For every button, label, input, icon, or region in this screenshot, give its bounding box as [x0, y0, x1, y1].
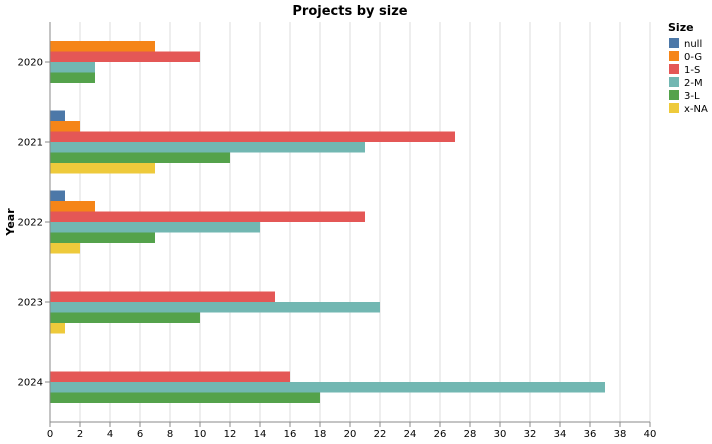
- y-tick-label: 2021: [18, 138, 43, 149]
- x-tick-label: 28: [464, 429, 477, 440]
- x-tick-label: 40: [644, 429, 657, 440]
- bar-1-S-2024: [50, 371, 290, 382]
- legend: Size null 0-G 1-S 2-M 3-L x-NA: [668, 21, 708, 115]
- bar-2-M-2022: [50, 222, 260, 233]
- grid-lines: [49, 22, 651, 422]
- legend-label-null: null: [684, 39, 702, 50]
- bar-1-S-2022: [50, 211, 365, 222]
- bar-x-NA-2022: [50, 243, 80, 254]
- chart-title: Projects by size: [292, 4, 407, 19]
- legend-label-0-G: 0-G: [684, 52, 702, 63]
- x-tick-label: 8: [167, 429, 173, 440]
- x-tick-label: 22: [374, 429, 387, 440]
- legend-swatch-3-L: [669, 90, 679, 100]
- x-tick-label: 24: [404, 429, 417, 440]
- x-tick-label: 2: [77, 429, 83, 440]
- y-tick-label: 2023: [18, 298, 43, 309]
- bar-x-NA-2021: [50, 163, 155, 174]
- legend-label-x-NA: x-NA: [684, 104, 708, 115]
- x-tick-label: 14: [254, 429, 267, 440]
- x-tick-label: 6: [137, 429, 143, 440]
- bar-3-L-2022: [50, 232, 155, 243]
- legend-swatch-2-M: [669, 77, 679, 87]
- legend-label-2-M: 2-M: [684, 78, 703, 89]
- bar-2-M-2021: [50, 142, 365, 153]
- x-tick-label: 32: [524, 429, 537, 440]
- bars: [50, 41, 605, 403]
- y-tick-label: 2020: [18, 58, 43, 69]
- bar-null-2021: [50, 110, 65, 121]
- bar-x-NA-2023: [50, 323, 65, 334]
- y-axis-title: Year: [4, 208, 17, 237]
- x-tick-label: 12: [224, 429, 237, 440]
- legend-swatch-0-G: [669, 51, 679, 61]
- y-tick-label: 2024: [18, 378, 43, 389]
- x-tick-label: 10: [194, 429, 207, 440]
- x-tick-label: 36: [584, 429, 597, 440]
- bar-3-L-2024: [50, 392, 320, 403]
- bar-0-G-2022: [50, 201, 95, 212]
- bar-0-G-2020: [50, 41, 155, 52]
- bar-1-S-2020: [50, 51, 200, 62]
- x-tick-label: 20: [344, 429, 357, 440]
- bar-0-G-2021: [50, 121, 80, 132]
- legend-swatch-1-S: [669, 64, 679, 74]
- legend-label-1-S: 1-S: [684, 65, 700, 76]
- y-axis: 2020 2021 2022 2023 2024: [18, 22, 51, 422]
- bar-2-M-2023: [50, 302, 380, 313]
- x-tick-label: 30: [494, 429, 507, 440]
- x-tick-label: 18: [314, 429, 327, 440]
- legend-title: Size: [668, 21, 694, 34]
- bar-2-M-2024: [50, 382, 605, 393]
- legend-swatch-x-NA: [669, 103, 679, 113]
- x-tick-label: 4: [107, 429, 113, 440]
- bar-null-2022: [50, 190, 65, 201]
- y-tick-label: 2022: [18, 218, 43, 229]
- bar-3-L-2021: [50, 152, 230, 163]
- x-tick-label: 26: [434, 429, 447, 440]
- legend-label-3-L: 3-L: [684, 91, 700, 102]
- x-tick-label: 38: [614, 429, 627, 440]
- legend-swatch-null: [669, 38, 679, 48]
- x-tick-label: 0: [47, 429, 53, 440]
- bar-3-L-2020: [50, 72, 95, 83]
- x-tick-label: 34: [554, 429, 567, 440]
- bar-1-S-2021: [50, 131, 455, 142]
- bar-2-M-2020: [50, 62, 95, 73]
- x-axis: 0 2 4 6 8 10 12 14 16 18 20 22 24 26 28 30 32 34 36 38 40: [47, 421, 657, 440]
- x-tick-label: 16: [284, 429, 297, 440]
- bar-1-S-2023: [50, 291, 275, 302]
- bar-3-L-2023: [50, 312, 200, 323]
